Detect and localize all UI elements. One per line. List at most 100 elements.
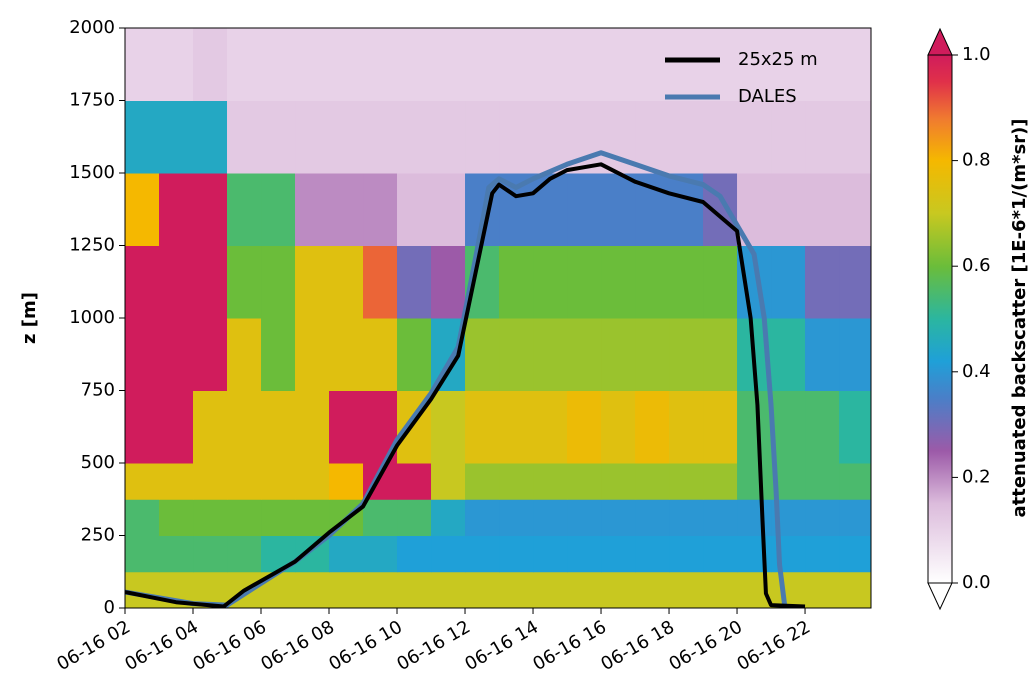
heatmap-cell (295, 28, 330, 101)
y-axis-label: z [m] (19, 292, 40, 344)
heatmap-cell (159, 173, 194, 246)
heatmap-cell (125, 390, 160, 464)
heatmap-cell (805, 535, 840, 573)
heatmap-cell (193, 28, 228, 101)
heatmap-cell (159, 245, 194, 319)
colorbar-tick-label: 1.0 (962, 44, 991, 65)
heatmap-cell (397, 245, 432, 319)
heatmap-cell (669, 318, 704, 391)
heatmap-cell (805, 173, 840, 246)
heatmap-cell (669, 535, 704, 573)
heatmap-cell (397, 173, 432, 246)
heatmap-cell (397, 499, 432, 536)
heatmap-cell (567, 390, 602, 464)
heatmap-cell (499, 245, 534, 319)
heatmap-cell (227, 318, 262, 391)
y-tick-label: 500 (81, 452, 115, 473)
heatmap-cell (465, 28, 500, 101)
heatmap-cell (125, 318, 160, 391)
heatmap-cell (533, 173, 568, 246)
heatmap-cell (771, 100, 806, 174)
heatmap-cell (703, 28, 738, 101)
heatmap-cell (737, 28, 772, 101)
heatmap-cell (295, 463, 330, 500)
heatmap-cell (329, 535, 364, 573)
heatmap-cell (669, 463, 704, 500)
heatmap-cell (669, 100, 704, 174)
heatmap-cell (125, 571, 160, 609)
heatmap-cell (295, 571, 330, 609)
heatmap-cell (261, 28, 296, 101)
heatmap-cell (329, 390, 364, 464)
heatmap-cell (805, 463, 840, 500)
heatmap-cell (499, 318, 534, 391)
heatmap-cell (227, 100, 262, 174)
heatmap-cell (431, 571, 466, 609)
heatmap-cell (431, 100, 466, 174)
heatmap-cell (261, 100, 296, 174)
heatmap-cell (635, 463, 670, 500)
heatmap-cell (601, 245, 636, 319)
heatmap-cell (839, 28, 872, 101)
legend-label: DALES (738, 86, 797, 107)
heatmap-cell (227, 463, 262, 500)
heatmap-cell (227, 499, 262, 536)
y-tick-label: 0 (104, 597, 115, 618)
heatmap-cell (329, 173, 364, 246)
heatmap-cell (771, 28, 806, 101)
heatmap-cell (125, 535, 160, 573)
heatmap-cell (567, 245, 602, 319)
heatmap-cell (601, 318, 636, 391)
heatmap-cell (805, 28, 840, 101)
y-tick-label: 1750 (69, 90, 115, 111)
y-tick-label: 1500 (69, 162, 115, 183)
heatmap-cell (363, 535, 398, 573)
heatmap-cell (805, 390, 840, 464)
heatmap-cell (329, 100, 364, 174)
heatmap-cell (465, 100, 500, 174)
heatmap-cell (533, 390, 568, 464)
heatmap-cell (397, 571, 432, 609)
heatmap-cell (567, 499, 602, 536)
heatmap-cell (839, 100, 872, 174)
heatmap-cell (703, 390, 738, 464)
colorbar-extend-bottom (927, 582, 953, 611)
heatmap-cell (771, 571, 806, 609)
heatmap-cell (703, 463, 738, 500)
heatmap-cell (567, 535, 602, 573)
heatmap-cell (397, 100, 432, 174)
heatmap-cell (465, 463, 500, 500)
heatmap-cell (839, 571, 872, 609)
heatmap-cell (533, 571, 568, 609)
heatmap-cell (567, 463, 602, 500)
heatmap-cell (397, 318, 432, 391)
heatmap-cell (839, 535, 872, 573)
heatmap-cell (363, 100, 398, 174)
heatmap-cell (193, 535, 228, 573)
colorbar (928, 55, 952, 583)
heatmap-cell (465, 318, 500, 391)
heatmap-cell (397, 28, 432, 101)
heatmap-cell (703, 245, 738, 319)
heatmap-cell (431, 28, 466, 101)
colorbar-tick-label: 0.0 (962, 572, 991, 593)
heatmap-cell (125, 28, 160, 101)
heatmap-cell (261, 318, 296, 391)
y-tick-label: 1000 (69, 307, 115, 328)
x-tick-label: 06-16 04 (121, 616, 202, 675)
x-tick-label: 06-16 12 (393, 616, 474, 675)
heatmap-cell (771, 173, 806, 246)
heatmap-cell (737, 463, 772, 500)
colorbar-label: attenuated backscatter [1E-6*1/(m*sr)] (1009, 118, 1030, 517)
heatmap-cell (737, 390, 772, 464)
heatmap-cell (193, 499, 228, 536)
heatmap-cell (431, 535, 466, 573)
heatmap-cell (125, 499, 160, 536)
heatmap-cell (601, 390, 636, 464)
heatmap-cell (465, 571, 500, 609)
heatmap-cell (261, 245, 296, 319)
heatmap-cell (669, 245, 704, 319)
heatmap-cell (533, 28, 568, 101)
heatmap-cell (295, 318, 330, 391)
